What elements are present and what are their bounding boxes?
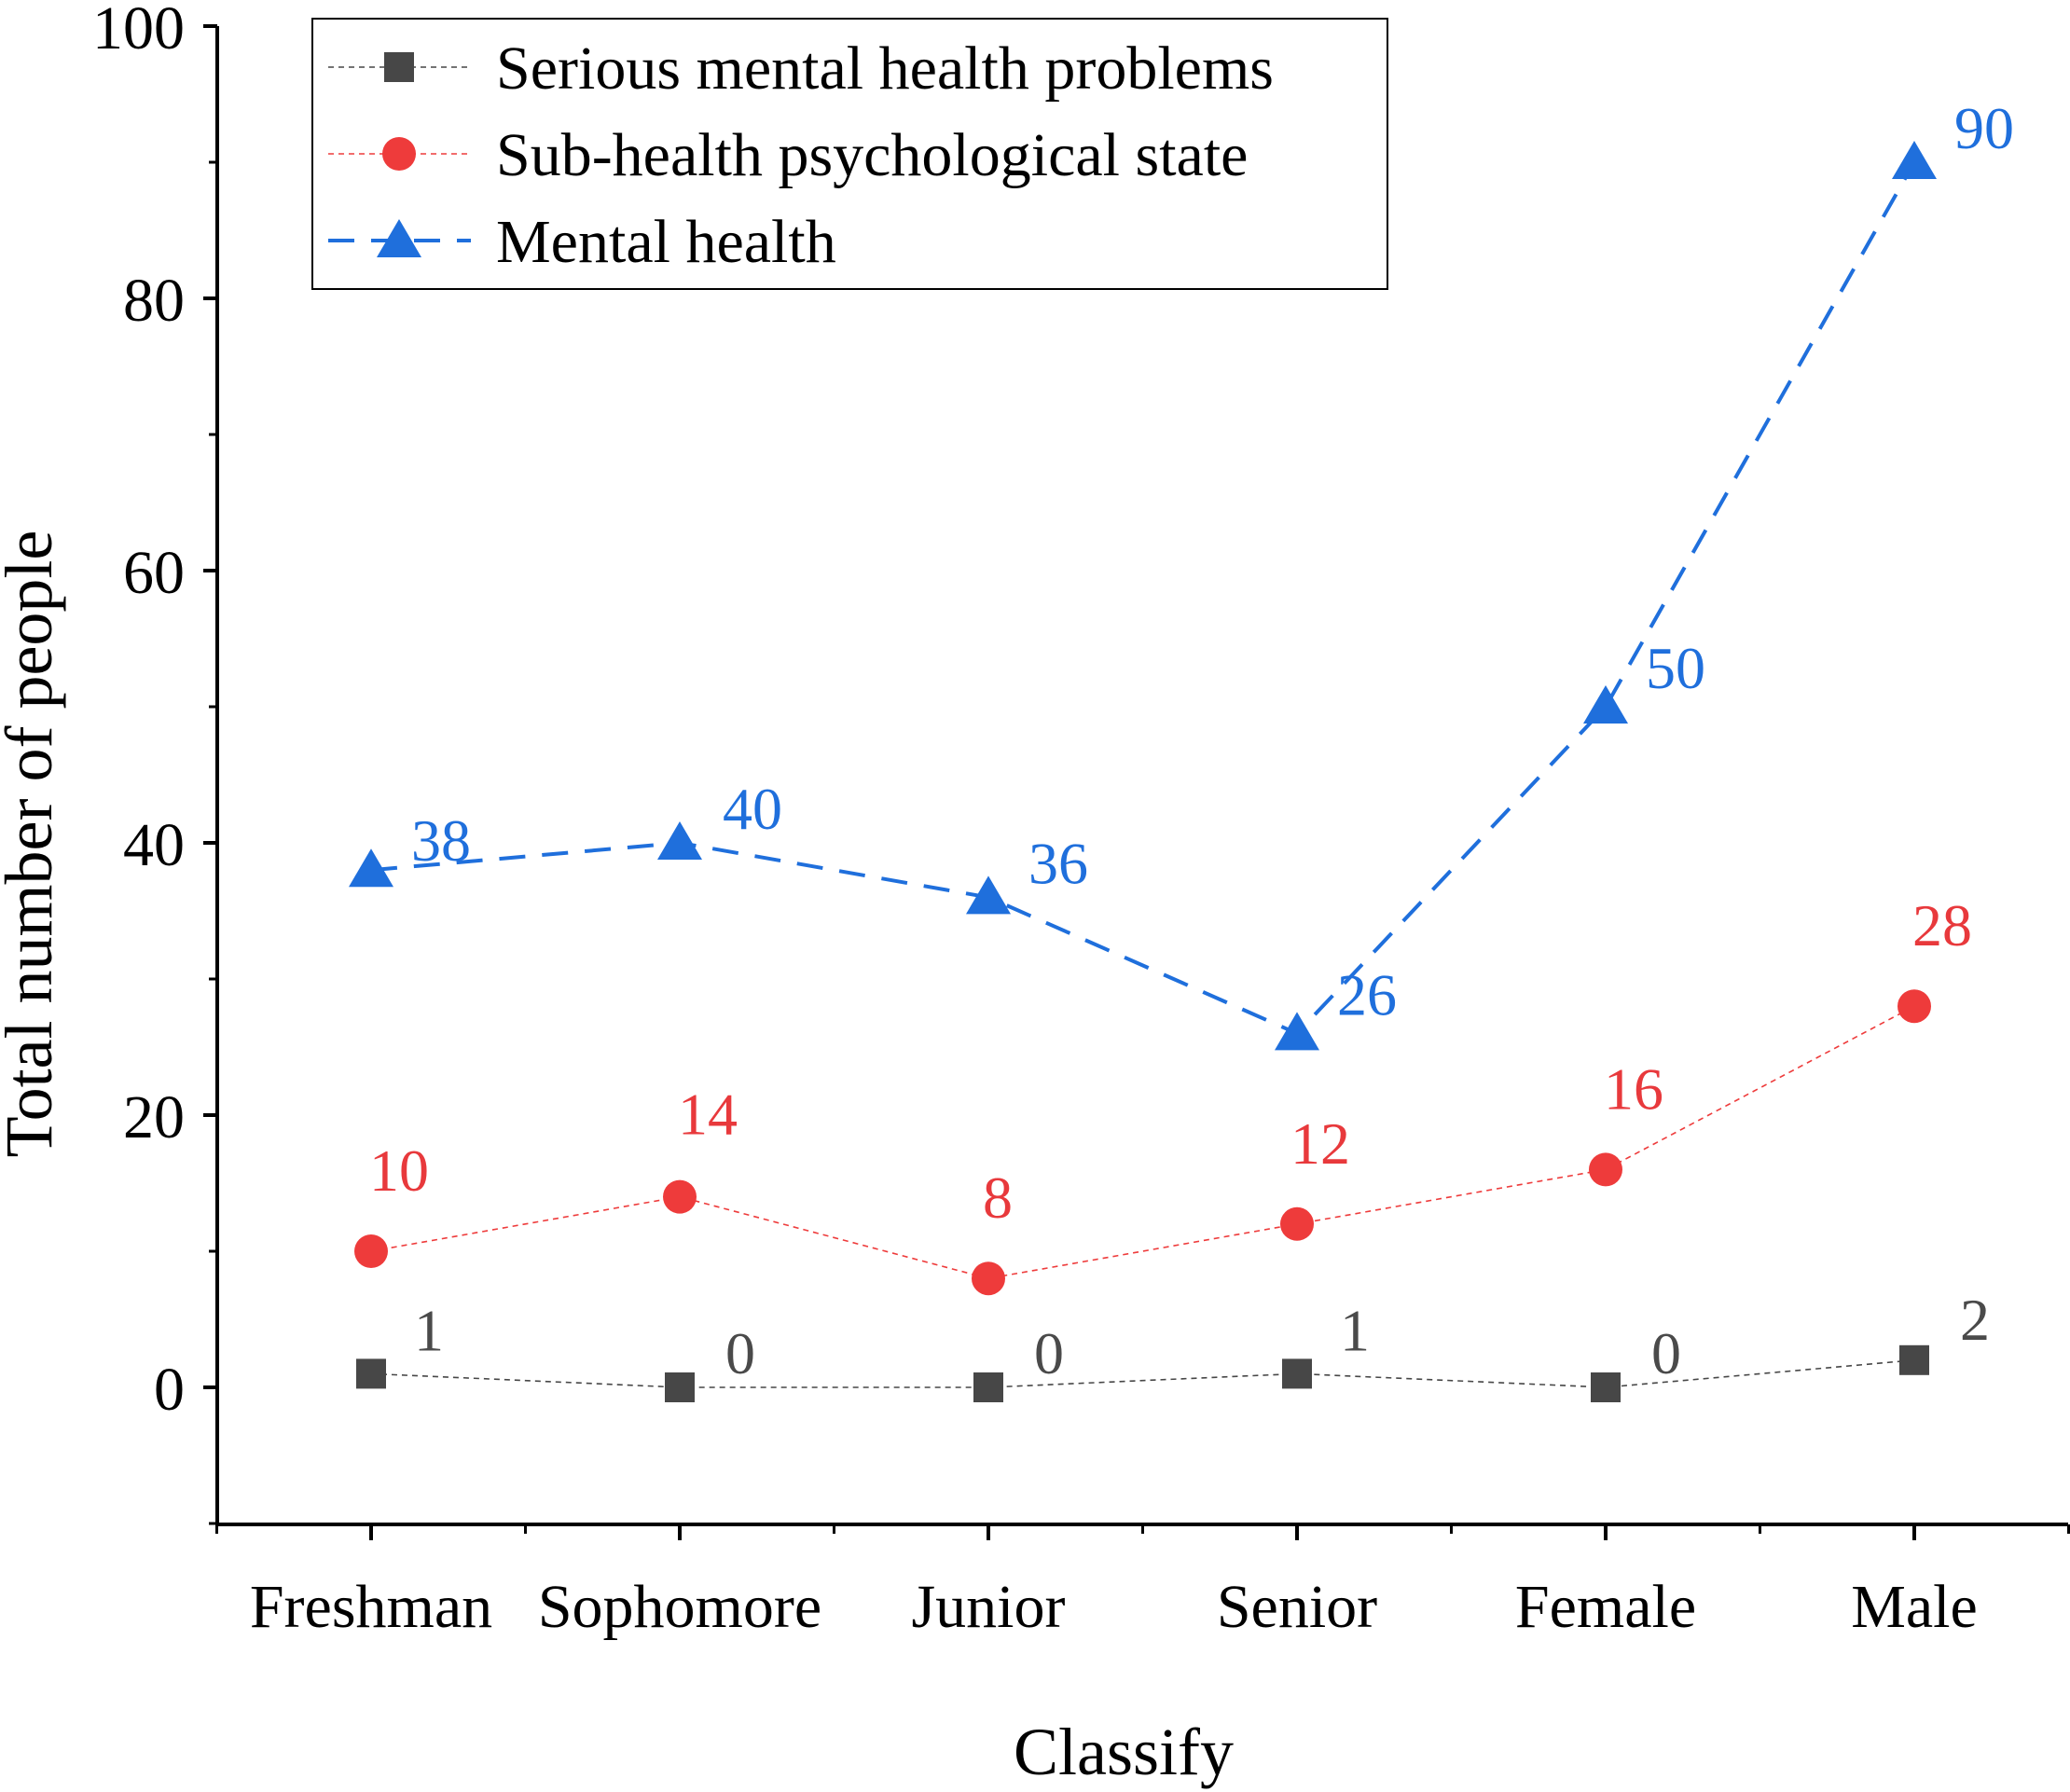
data-point xyxy=(1899,1344,1929,1375)
data-point xyxy=(973,1372,1003,1402)
data-label: 40 xyxy=(723,776,782,842)
x-ticks: Freshman Sophomore Junior Senior Female Male xyxy=(215,1524,2070,1641)
x-tick-label: Female xyxy=(1515,1573,1696,1641)
legend-label: Sub-health psychological state xyxy=(496,121,1248,189)
series-line xyxy=(370,1359,1915,1388)
y-axis-title: Total number of people xyxy=(0,531,66,1158)
data-label: 1 xyxy=(414,1297,444,1363)
data-point xyxy=(349,848,393,888)
x-axis-title: Classify xyxy=(1014,1715,1234,1789)
data-point xyxy=(354,1234,388,1268)
legend-label: Serious mental health problems xyxy=(496,34,1274,103)
data-label: 14 xyxy=(678,1082,738,1148)
legend-box xyxy=(311,18,1388,290)
data-point xyxy=(657,821,702,860)
data-label: 38 xyxy=(411,807,471,874)
y-tick-label: 20 xyxy=(123,1083,185,1151)
data-label: 16 xyxy=(1604,1055,1663,1122)
legend: Serious mental health problems Sub-health… xyxy=(311,18,1388,290)
data-label: 8 xyxy=(983,1165,1013,1231)
data-label: 2 xyxy=(1960,1287,1990,1353)
data-point xyxy=(1282,1358,1312,1389)
data-point xyxy=(1280,1206,1314,1241)
y-tick-label: 60 xyxy=(123,539,185,607)
x-tick-label: Male xyxy=(1851,1573,1978,1641)
data-point xyxy=(1275,1012,1319,1051)
data-label: 0 xyxy=(1651,1320,1681,1386)
data-point xyxy=(1589,1152,1622,1187)
data-point xyxy=(966,875,1011,915)
series-0: 1 0 0 1 0 2 xyxy=(356,1287,1990,1402)
y-tick-label: 0 xyxy=(154,1356,185,1424)
data-label: 26 xyxy=(1337,961,1397,1027)
legend-marker xyxy=(382,137,416,171)
series-line xyxy=(370,1005,1915,1280)
data-point xyxy=(665,1372,695,1402)
legend-label: Mental health xyxy=(496,208,836,276)
series-line xyxy=(370,161,1916,1036)
data-point xyxy=(356,1358,386,1389)
y-tick-label: 100 xyxy=(92,0,185,62)
data-point xyxy=(663,1179,697,1214)
legend-marker xyxy=(384,52,414,82)
data-point xyxy=(1591,1372,1621,1402)
data-label: 36 xyxy=(1028,830,1088,896)
data-point xyxy=(972,1261,1005,1296)
data-label: 0 xyxy=(1034,1320,1064,1386)
data-point xyxy=(1583,685,1628,724)
x-tick-label: Junior xyxy=(912,1573,1066,1641)
data-label: 90 xyxy=(1954,95,2014,161)
data-point xyxy=(1892,141,1937,179)
x-tick-label: Senior xyxy=(1217,1573,1377,1641)
data-label: 10 xyxy=(369,1137,429,1204)
data-label: 0 xyxy=(725,1320,755,1386)
series-1: 10 14 8 12 16 28 xyxy=(354,892,1972,1296)
data-label: 28 xyxy=(1912,892,1972,958)
legend-marker xyxy=(377,219,421,257)
series-2: 38 40 36 26 50 90 xyxy=(349,95,2014,1051)
x-tick-label: Freshman xyxy=(250,1573,492,1641)
data-label: 12 xyxy=(1290,1110,1350,1177)
data-point xyxy=(1898,989,1931,1024)
x-tick-label: Sophomore xyxy=(538,1573,821,1641)
y-ticks: 0 20 40 60 80 100 xyxy=(92,0,217,1525)
data-label: 50 xyxy=(1646,635,1705,701)
y-tick-label: 80 xyxy=(123,267,185,335)
data-label: 1 xyxy=(1340,1297,1370,1363)
y-tick-label: 40 xyxy=(123,811,185,879)
